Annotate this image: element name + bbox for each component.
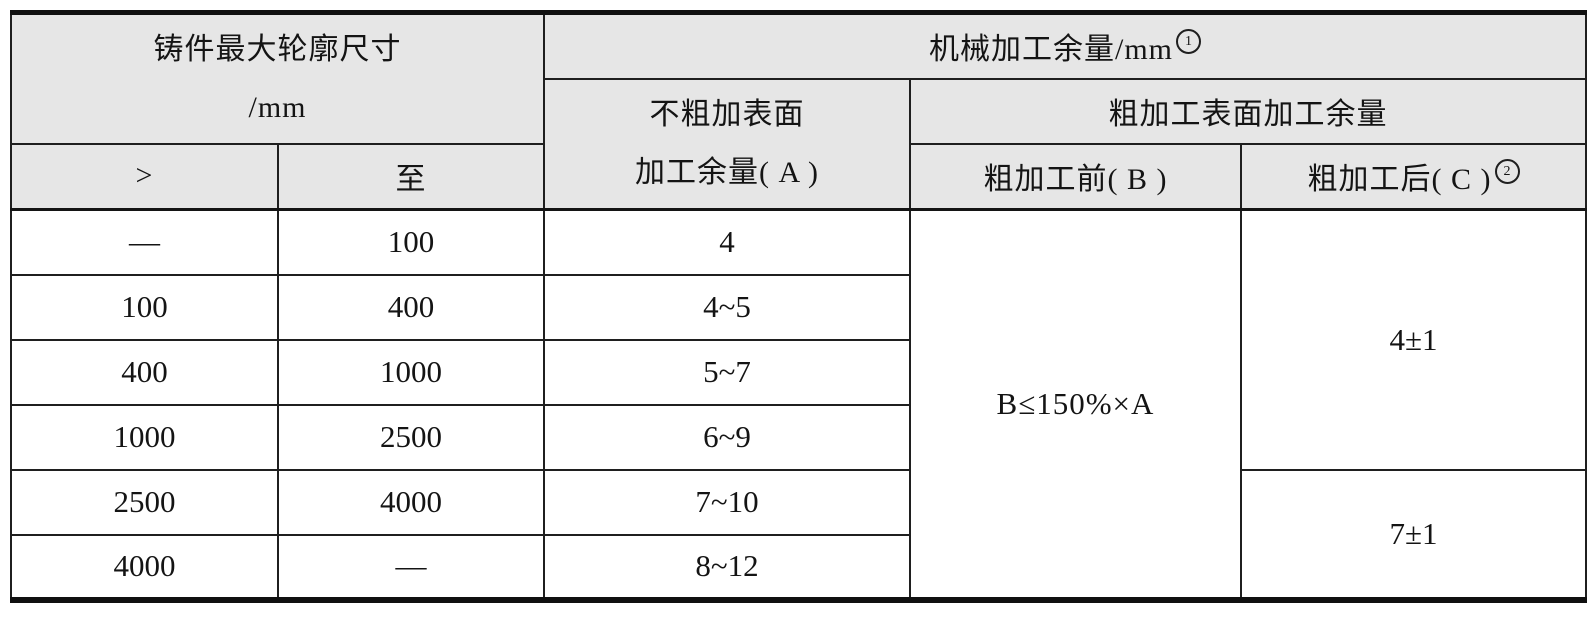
table-row: 4000 — 8~12 bbox=[10, 533, 1586, 601]
cell-to: 100 bbox=[277, 208, 545, 276]
header-machining-allowance-label: 机械加工余量/mm bbox=[928, 33, 1173, 67]
cell-allowance-a: 5~7 bbox=[543, 338, 911, 406]
header-casting-max-size-line1: 铸件最大轮廓尺寸 bbox=[153, 33, 402, 67]
cell-over: 100 bbox=[10, 273, 279, 341]
table-row: 2500 4000 7~10 7±1 bbox=[10, 468, 1587, 601]
header-casting-max-size: 铸件最大轮廓尺寸 /mm bbox=[10, 11, 545, 145]
cell-to: 2500 bbox=[277, 403, 545, 471]
cell-over: — bbox=[10, 208, 279, 276]
machining-allowance-table: 铸件最大轮廓尺寸 /mm 机械加工余量/mm 1 不粗加表面 加工余量( A ) … bbox=[10, 10, 1587, 603]
cell-over: 400 bbox=[10, 338, 279, 406]
header-non-rough-allowance: 不粗加表面 加工余量( A ) bbox=[543, 77, 911, 211]
footnote-2-marker: 2 bbox=[1494, 159, 1520, 185]
table-row: 1000 2500 6~9 bbox=[10, 403, 1586, 471]
cell-to: 1000 bbox=[277, 338, 545, 406]
header-rough-surface-group: 粗加工表面加工余量 bbox=[909, 77, 1587, 145]
cell-over: 4000 bbox=[10, 533, 279, 601]
cell-allowance-a: 4~5 bbox=[543, 273, 911, 341]
table-row: — 100 4 B≤150%×A 4±1 bbox=[10, 208, 1587, 601]
footnote-1-marker: 1 bbox=[1176, 29, 1201, 55]
header-non-rough-line2: 加工余量( A ) bbox=[635, 155, 819, 189]
cell-to: 400 bbox=[277, 273, 545, 341]
header-to: 至 bbox=[277, 142, 545, 211]
header-before-rough-label: 粗加工前( B ) bbox=[983, 163, 1168, 197]
c-value-cell-lower: 7±1 bbox=[1240, 468, 1587, 601]
cell-allowance-a: 8~12 bbox=[543, 533, 911, 601]
header-after-rough: 粗加工后( C ) 2 bbox=[1240, 142, 1587, 211]
header-after-rough-label: 粗加工后( C ) bbox=[1307, 163, 1492, 197]
cell-to: 4000 bbox=[277, 468, 545, 536]
cell-to: — bbox=[277, 533, 545, 601]
table-row: 100 400 4~5 bbox=[10, 273, 1586, 341]
header-machining-allowance: 机械加工余量/mm 1 bbox=[543, 11, 1587, 80]
table-row: 400 1000 5~7 bbox=[10, 338, 1586, 406]
c-value-cell-upper: 4±1 bbox=[1240, 208, 1587, 471]
header-over: > bbox=[10, 142, 279, 211]
b-formula-cell: B≤150%×A bbox=[909, 208, 1242, 601]
cell-allowance-a: 4 bbox=[543, 208, 911, 276]
cell-allowance-a: 6~9 bbox=[543, 403, 911, 471]
cell-over: 1000 bbox=[10, 403, 279, 471]
header-casting-max-size-unit: /mm bbox=[248, 90, 307, 124]
header-before-rough: 粗加工前( B ) bbox=[909, 142, 1242, 211]
cell-over: 2500 bbox=[10, 468, 279, 536]
cell-allowance-a: 7~10 bbox=[543, 468, 911, 536]
header-non-rough-line1: 不粗加表面 bbox=[649, 98, 805, 132]
